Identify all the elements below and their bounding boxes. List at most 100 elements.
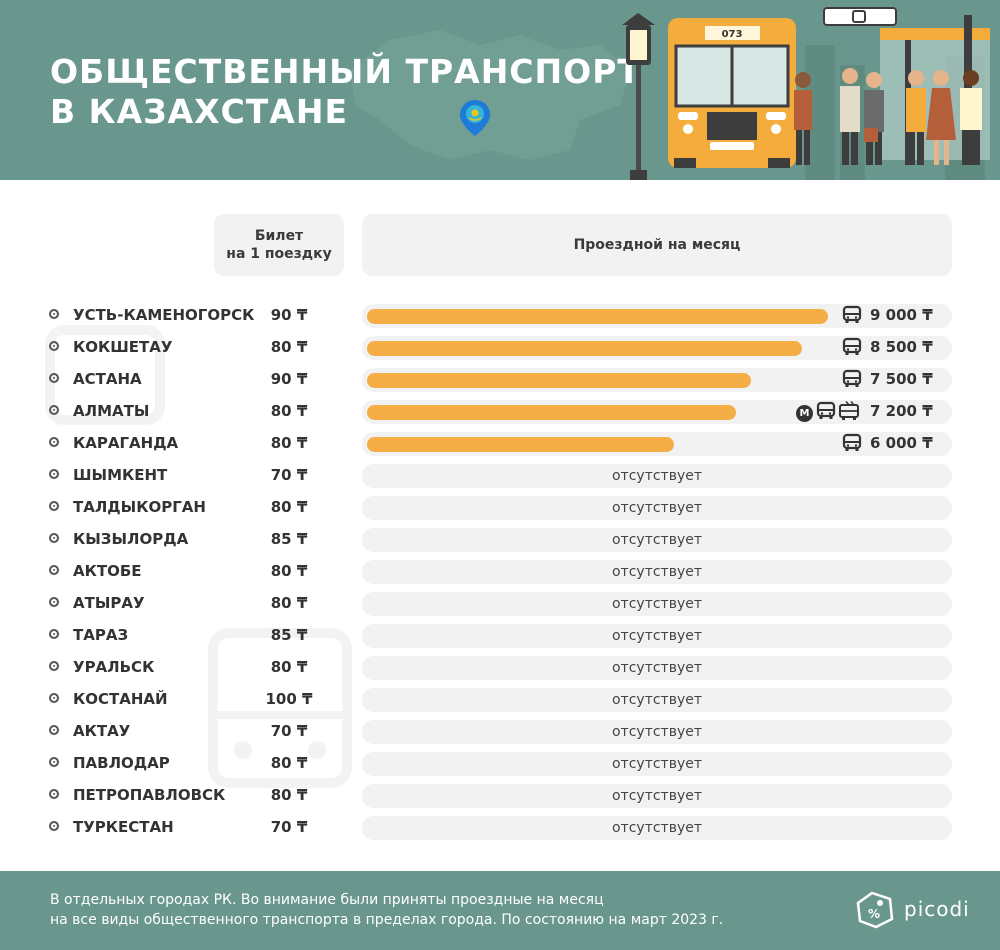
- transport-icons: [842, 433, 862, 457]
- svg-text:%: %: [868, 907, 880, 921]
- bus-icon: [842, 433, 862, 457]
- table-row: ПАВЛОДАР 80 ₸ отсутствует: [0, 748, 1000, 780]
- monthly-pass-bar: [367, 405, 736, 420]
- bus-icon: [842, 369, 862, 393]
- city-name: УСТЬ-КАМЕНОГОРСК: [73, 306, 255, 324]
- footnote-line-2: на все виды общественного транспорта в п…: [50, 912, 724, 928]
- ticket-price: 70 ₸: [270, 722, 308, 740]
- column-header-ticket-line-1: Билет: [254, 228, 304, 244]
- footnote-line-1: В отдельных городах РК. Во внимание были…: [50, 892, 604, 908]
- ticket-price: 80 ₸: [270, 754, 308, 772]
- bus-icon: [842, 337, 862, 361]
- bar-track: [362, 592, 952, 616]
- table-row: ТУРКЕСТАН 70 ₸ отсутствует: [0, 812, 1000, 844]
- monthly-pass-absent: отсутствует: [611, 564, 702, 580]
- bar-track: [362, 624, 952, 648]
- city-name: ТУРКЕСТАН: [73, 818, 174, 836]
- monthly-pass-absent: отсутствует: [611, 468, 702, 484]
- ticket-price: 85 ₸: [270, 530, 308, 548]
- bar-track: [362, 496, 952, 520]
- bus-icon: [816, 401, 836, 425]
- bullet-icon: [49, 597, 59, 607]
- bullet-icon: [49, 725, 59, 735]
- city-name: ТАРАЗ: [73, 626, 129, 644]
- bullet-icon: [49, 821, 59, 831]
- bullet-icon: [49, 437, 59, 447]
- bar-track: [362, 784, 952, 808]
- transport-icons: [842, 369, 862, 393]
- kazakhstan-map-silhouette: [350, 30, 630, 160]
- bar-track: [362, 528, 952, 552]
- monthly-pass-absent: отсутствует: [611, 660, 702, 676]
- monthly-pass-absent: отсутствует: [611, 532, 702, 548]
- table-row: ШЫМКЕНТ 70 ₸ отсутствует: [0, 460, 1000, 492]
- monthly-pass-absent: отсутствует: [611, 724, 702, 740]
- bar-track: [362, 464, 952, 488]
- ticket-price: 80 ₸: [270, 402, 308, 420]
- ticket-price: 85 ₸: [270, 626, 308, 644]
- location-pin-icon: [460, 100, 490, 136]
- monthly-pass-absent: отсутствует: [611, 788, 702, 804]
- bus-route-number: 073: [722, 29, 743, 40]
- page-title: ОБЩЕСТВЕННЫЙ ТРАНСПОРТ В КАЗАХСТАНЕ: [50, 52, 641, 132]
- bullet-icon: [49, 469, 59, 479]
- city-name: ПАВЛОДАР: [73, 754, 170, 772]
- bullet-icon: [49, 693, 59, 703]
- table-row: АСТАНА 90 ₸ 7 500 ₸: [0, 364, 1000, 396]
- monthly-pass-value: 8 500 ₸: [870, 338, 933, 356]
- ticket-price: 80 ₸: [270, 658, 308, 676]
- table-row: КОКШЕТАУ 80 ₸ 8 500 ₸: [0, 332, 1000, 364]
- bus-icon: [842, 305, 862, 329]
- ticket-price: 80 ₸: [270, 338, 308, 356]
- monthly-pass-absent: отсутствует: [611, 596, 702, 612]
- ticket-price: 90 ₸: [270, 370, 308, 388]
- monthly-pass-value: 6 000 ₸: [870, 434, 933, 452]
- city-name: АКТАУ: [73, 722, 131, 740]
- bullet-icon: [49, 661, 59, 671]
- bus-watermark-icon-2: [208, 628, 352, 788]
- transport-icons: [842, 305, 862, 329]
- ticket-price: 80 ₸: [270, 434, 308, 452]
- ticket-price: 70 ₸: [270, 818, 308, 836]
- monthly-pass-bar: [367, 341, 802, 356]
- bullet-icon: [49, 533, 59, 543]
- bar-track: [362, 688, 952, 712]
- monthly-pass-bar: [367, 309, 828, 324]
- bar-track: [362, 656, 952, 680]
- table-row: КОСТАНАЙ 100 ₸ отсутствует: [0, 684, 1000, 716]
- table-row: ТАРАЗ 85 ₸ отсутствует: [0, 620, 1000, 652]
- table-row: ТАЛДЫКОРГАН 80 ₸ отсутствует: [0, 492, 1000, 524]
- table-row: АТЫРАУ 80 ₸ отсутствует: [0, 588, 1000, 620]
- ticket-price: 80 ₸: [270, 786, 308, 804]
- bar-track: [362, 816, 952, 840]
- bar-track: [362, 720, 952, 744]
- table-row: УСТЬ-КАМЕНОГОРСК 90 ₸ 9 000 ₸: [0, 300, 1000, 332]
- column-header-ticket-line-2: на 1 поездку: [226, 246, 332, 262]
- ticket-price: 80 ₸: [270, 498, 308, 516]
- bullet-icon: [49, 501, 59, 511]
- bullet-icon: [49, 757, 59, 767]
- monthly-pass-absent: отсутствует: [611, 820, 702, 836]
- title-line-1: ОБЩЕСТВЕННЫЙ ТРАНСПОРТ: [50, 52, 641, 91]
- bar-track: [362, 752, 952, 776]
- city-name: ТАЛДЫКОРГАН: [73, 498, 206, 516]
- ticket-price: 100 ₸: [265, 690, 313, 708]
- transport-icons: M: [796, 401, 859, 425]
- waiting-passengers-illustration: [794, 68, 982, 165]
- table-row: АКТОБЕ 80 ₸ отсутствует: [0, 556, 1000, 588]
- city-name: АСТАНА: [73, 370, 142, 388]
- title-line-2: В КАЗАХСТАНЕ: [50, 92, 349, 131]
- city-name: УРАЛЬСК: [73, 658, 155, 676]
- picodi-tag-icon: %: [856, 891, 894, 929]
- city-name: КОСТАНАЙ: [73, 690, 168, 708]
- table-row: ПЕТРОПАВЛОВСК 80 ₸ отсутствует: [0, 780, 1000, 812]
- table-row: КАРАГАНДА 80 ₸ 6 000 ₸: [0, 428, 1000, 460]
- transport-icons: [842, 337, 862, 361]
- column-header-ticket: Билет на 1 поездку: [214, 214, 344, 276]
- city-name: ПЕТРОПАВЛОВСК: [73, 786, 226, 804]
- bullet-icon: [49, 405, 59, 415]
- trolleybus-icon: [839, 401, 859, 425]
- column-header-monthly-pass: Проездной на месяц: [362, 214, 952, 276]
- monthly-pass-value: 7 500 ₸: [870, 370, 933, 388]
- city-name: АЛМАТЫ: [73, 402, 150, 420]
